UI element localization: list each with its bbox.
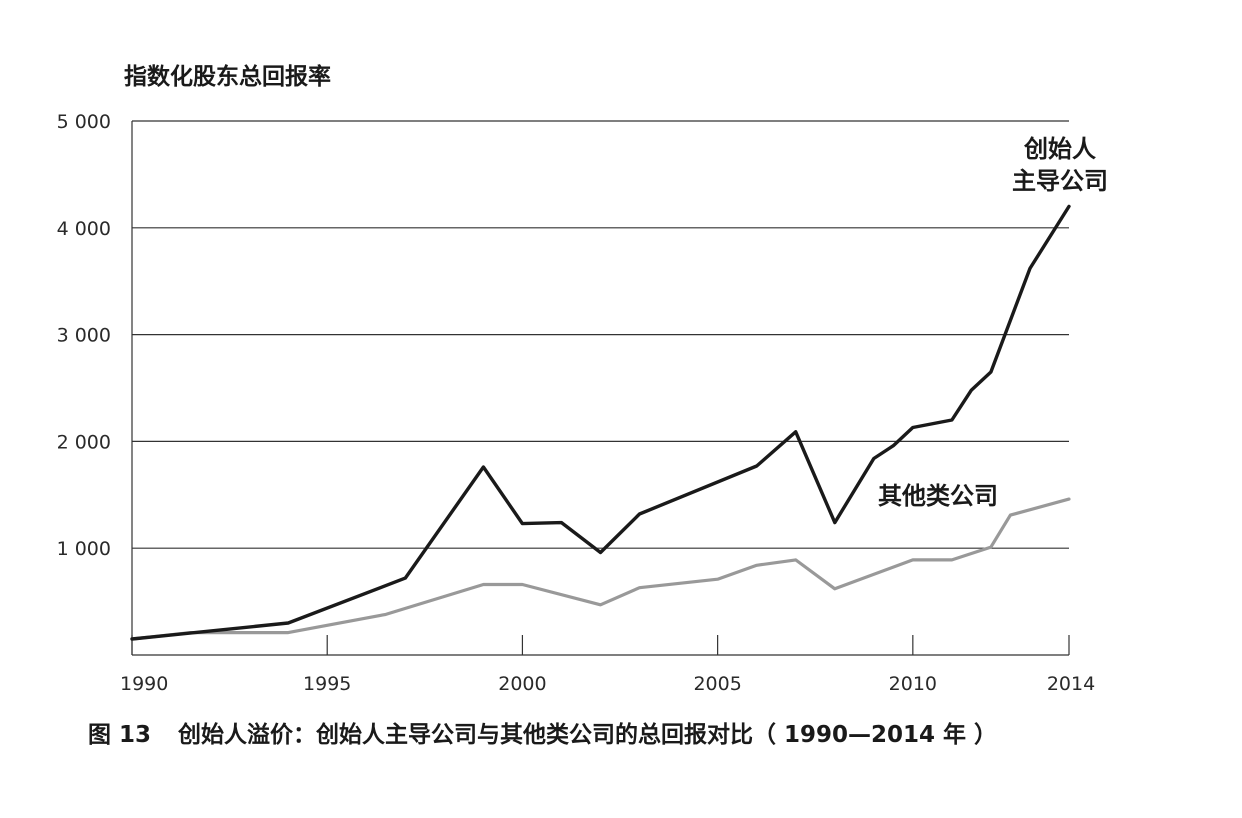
x-tick-label-2005: 2005 xyxy=(693,673,741,695)
x-tick-label-2000: 2000 xyxy=(498,673,546,695)
y-tick-label-1000: 1 000 xyxy=(57,538,111,560)
gridlines xyxy=(132,120,1069,549)
y-axis-title: 指数化股东总回报率 xyxy=(124,63,331,90)
x-tick-label-2014: 2014 xyxy=(1047,673,1095,695)
x-tick-labels: 1990 1995 2000 2005 2010 2014 xyxy=(120,673,1095,695)
series-label-founder-led-line-1: 创始人 xyxy=(1023,135,1096,163)
figure-caption: 创始人溢价：创始人主导公司与其他类公司的总回报对比（ 1990—2014 年 ） xyxy=(177,721,997,748)
y-tick-label-3000: 3 000 xyxy=(57,325,111,347)
series-lines xyxy=(130,204,1071,641)
x-tick-label-2010: 2010 xyxy=(889,673,937,695)
figure-number: 图 13 xyxy=(88,722,151,748)
y-tick-labels: 1 000 2 000 3 000 4 000 5 000 xyxy=(57,111,111,560)
series-label-founder-led-line-2: 主导公司 xyxy=(1012,167,1108,195)
y-tick-label-4000: 4 000 xyxy=(57,218,111,240)
series-line-founder-led xyxy=(130,204,1071,641)
x-tick-label-1990: 1990 xyxy=(120,673,168,695)
y-tick-label-2000: 2 000 xyxy=(57,431,111,453)
series-label-founder-led: 创始人主导公司 xyxy=(1012,135,1108,195)
series-label-others: 其他类公司 xyxy=(878,482,998,510)
y-tick-label-5000: 5 000 xyxy=(57,111,111,133)
x-tick-label-1995: 1995 xyxy=(303,673,351,695)
axes xyxy=(131,121,1070,656)
series-line-others xyxy=(130,497,1071,641)
